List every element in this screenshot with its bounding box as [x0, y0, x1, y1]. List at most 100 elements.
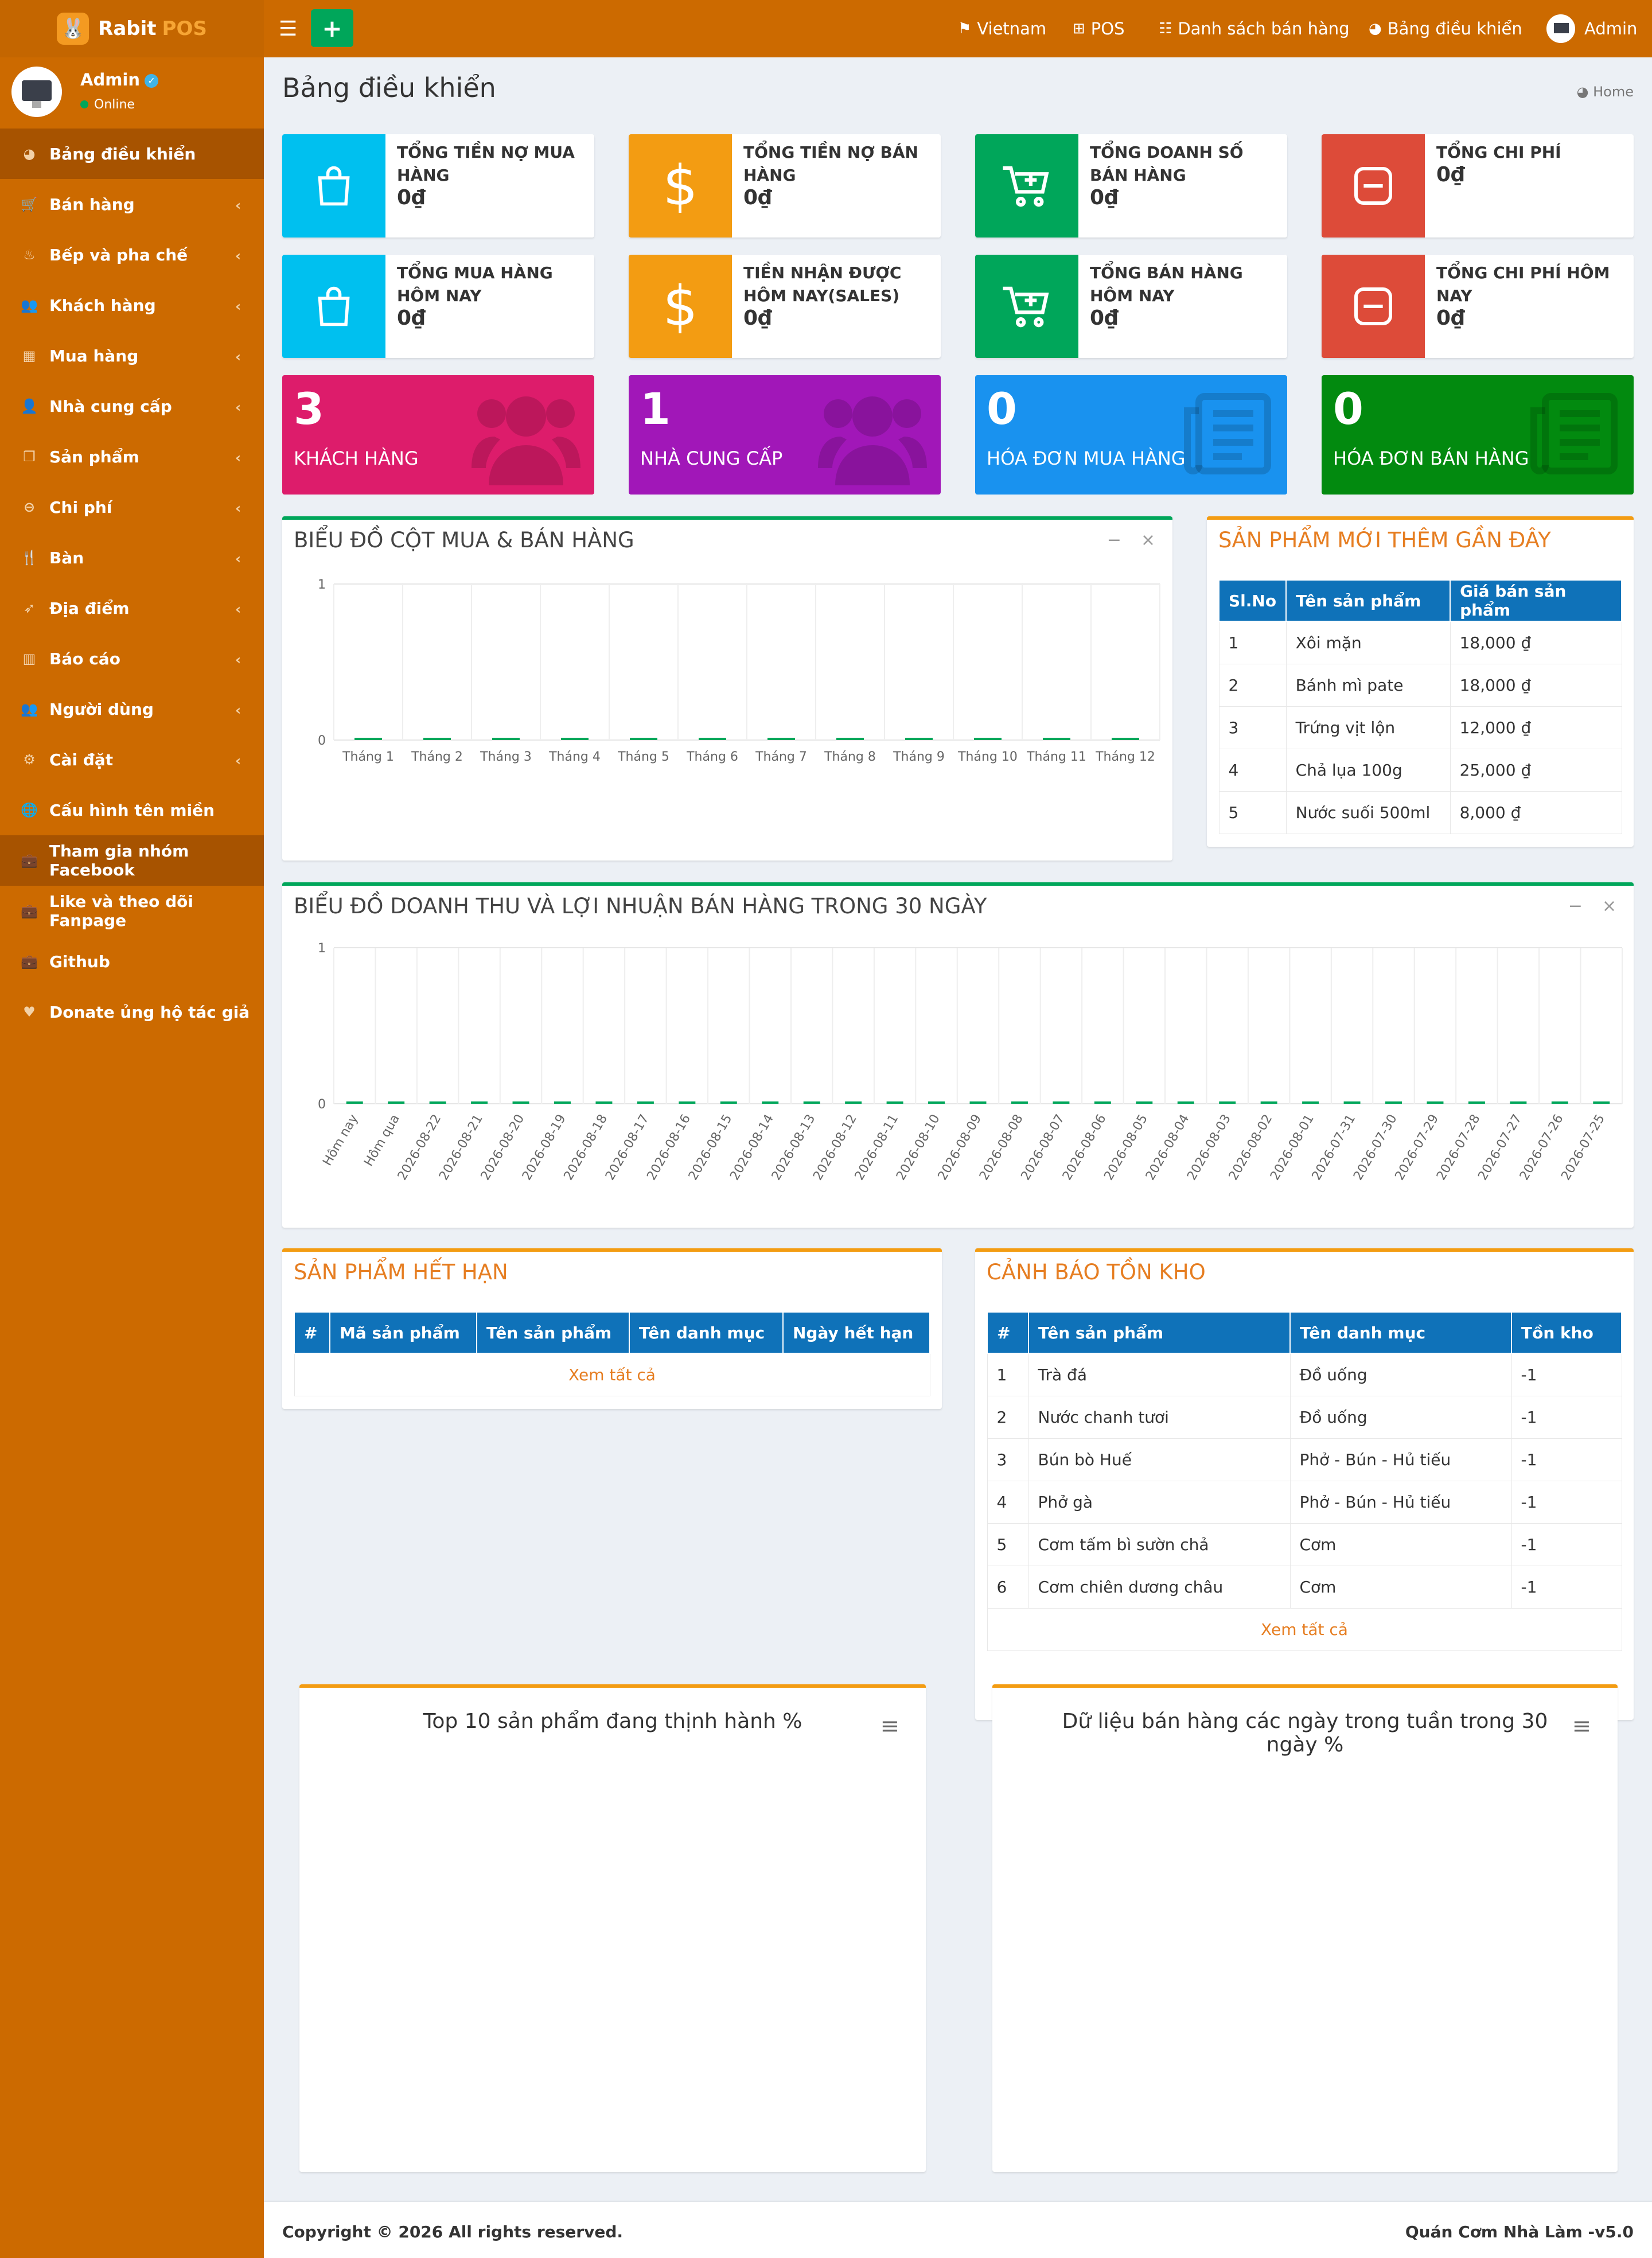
bar — [630, 738, 657, 740]
column-header: Tên sản phẩm — [476, 1311, 630, 1354]
users-icon — [818, 388, 927, 495]
table-header-row: Sl.No Tên sản phẩm Giá bán sản phẩm — [1218, 579, 1622, 622]
sidebar-item-sales[interactable]: 🛒 Bán hàng ‹ — [21, 194, 241, 214]
x-tick-label: 2026-08-10 — [894, 1112, 943, 1183]
x-tick-label: 2026-07-30 — [1351, 1112, 1400, 1183]
info-box-value: 0₫ — [1436, 306, 1466, 330]
nav-pos[interactable]: ⊞ POS — [1073, 19, 1125, 38]
kitchen-icon: ♨ — [23, 247, 36, 263]
x-tick-label: Tháng 9 — [893, 750, 945, 764]
sidebar-item-reports[interactable]: ▥ Báo cáo ‹ — [0, 633, 264, 684]
bar — [767, 738, 795, 740]
close-icon[interactable]: × — [1140, 530, 1155, 550]
bar — [554, 1101, 571, 1104]
table-row: 2 Bánh mì pate 18,000 ₫ — [1218, 663, 1622, 707]
small-box-suppliers[interactable]: 1 NHÀ CUNG CẤP — [629, 375, 941, 495]
x-tick-label: 2026-08-09 — [936, 1112, 985, 1183]
sidebar-item-kitchen[interactable]: ♨ Bếp và pha chế ‹ — [0, 229, 264, 280]
dashboard-icon: ◕ — [23, 146, 36, 162]
nav-dashboard[interactable]: ◕ Bảng điều khiển — [1369, 19, 1522, 38]
breadcrumb[interactable]: ◕ Home — [1576, 84, 1634, 100]
bar — [429, 1101, 446, 1104]
dollar-icon: $ — [629, 134, 732, 238]
x-tick-label: 2026-08-22 — [395, 1112, 445, 1183]
small-box-label: HÓA ĐƠN MUA HÀNG — [987, 447, 1186, 469]
cell: 3 — [1218, 706, 1287, 749]
bar — [1112, 738, 1139, 740]
small-box-sales-invoices[interactable]: 0 HÓA ĐƠN BÁN HÀNG — [1322, 375, 1634, 495]
recent-products-table: Sl.No Tên sản phẩm Giá bán sản phẩm 1 Xôi… — [1218, 579, 1622, 834]
sidebar-item-fanpage[interactable]: 💼 Like và theo dõi Fanpage — [21, 892, 194, 930]
globe-icon: 🌐 — [21, 802, 38, 818]
cell: Nước chanh tươi — [1028, 1395, 1291, 1439]
cell: Xôi mặn — [1285, 621, 1451, 664]
dashboard-icon: ◕ — [1576, 84, 1593, 100]
x-tick-label: Tháng 1 — [342, 750, 394, 764]
stock-alert-box: CẢNH BÁO TỒN KHO # Tên sản phẩm Tên danh… — [975, 1248, 1634, 1720]
x-tick-label: Tháng 8 — [824, 750, 876, 764]
cell: Phở - Bún - Hủ tiếu — [1289, 1438, 1512, 1481]
small-box-number: 0 — [987, 383, 1017, 434]
sidebar-item-tables[interactable]: 🍴 Bàn ‹ — [21, 548, 241, 567]
table-row: 6 Cơm chiên dương châu Cơm -1 — [987, 1565, 1622, 1609]
hamburger-menu-icon[interactable]: ≡ — [880, 1713, 899, 1739]
rabbit-logo-icon: 🐰 — [57, 13, 89, 45]
chevron-left-icon: ‹ — [235, 298, 241, 314]
small-box-number: 0 — [1333, 383, 1363, 434]
chevron-left-icon: ‹ — [235, 399, 241, 415]
table-row: 3 Trứng vịt lộn 12,000 ₫ — [1218, 706, 1622, 749]
box-title: SẢN PHẨM HẾT HẠN — [294, 1260, 508, 1284]
app-logo[interactable]: 🐰 Rabit POS — [0, 0, 264, 57]
sidebar-item-expenses[interactable]: ⊖ Chi phí ‹ — [0, 482, 264, 532]
sidebar-item-dashboard[interactable]: ◕ Bảng điều khiển — [0, 129, 264, 179]
info-box-label: TỔNG CHI PHÍ HÔM NAY — [1436, 263, 1610, 305]
bar — [928, 1101, 945, 1104]
sidebar-item-purchases[interactable]: ▦ Mua hàng ‹ — [0, 330, 264, 381]
info-box-label: TIỀN NHẬN ĐƯỢC HÔM NAY(SALES) — [743, 263, 902, 305]
info-box-label: TỔNG CHI PHÍ — [1436, 143, 1561, 162]
x-tick-label: Tháng 10 — [957, 750, 1018, 764]
add-button[interactable]: + — [311, 9, 353, 47]
bar — [836, 738, 864, 740]
sidebar-item-domain[interactable]: 🌐 Cấu hình tên miền — [21, 800, 215, 820]
sidebar-toggle-button[interactable]: ☰ — [279, 17, 298, 41]
small-box-customers[interactable]: 3 KHÁCH HÀNG — [282, 375, 594, 495]
sidebar-item-github[interactable]: 💼 Github — [21, 952, 110, 971]
sidebar-item-products[interactable]: ❒ Sản phẩm ‹ — [0, 431, 264, 482]
cart-plus-icon — [975, 134, 1078, 238]
table-row: 2 Nước chanh tươi Đồ uống -1 — [987, 1395, 1622, 1439]
sidebar-item-customers[interactable]: 👥 Khách hàng ‹ — [21, 295, 241, 315]
column-header: Tên sản phẩm — [1285, 579, 1451, 622]
table-row: 1 Xôi mặn 18,000 ₫ — [1218, 621, 1622, 664]
user-name: Admin ✓ — [80, 70, 159, 89]
cell: 12,000 ₫ — [1450, 706, 1622, 749]
bar — [803, 1101, 820, 1104]
grid-icon: ▦ — [22, 348, 36, 364]
column-header: Giá bán sản phẩm — [1450, 579, 1622, 622]
close-icon[interactable]: × — [1602, 896, 1616, 916]
x-tick-label: 2026-08-03 — [1185, 1112, 1234, 1183]
nav-user-menu[interactable]: Admin — [1546, 0, 1637, 57]
nav-sales-list[interactable]: ☷ Danh sách bán hàng — [1159, 19, 1350, 38]
cart-icon: 🛒 — [21, 196, 38, 212]
nav-language[interactable]: ⚑ Vietnam — [958, 19, 1047, 38]
sidebar-item-locations[interactable]: ➶ Địa điểm ‹ — [0, 583, 264, 633]
sidebar-item-settings[interactable]: ⚙ Cài đặt ‹ — [0, 734, 264, 785]
top-navbar: ☰ + ⚑ Vietnam ⊞ POS ☷ Danh sách bán hàng ◕ B… — [264, 0, 1652, 57]
view-all-link[interactable]: Xem tất cả — [294, 1353, 930, 1396]
collapse-icon[interactable]: − — [1568, 896, 1583, 916]
sidebar-item-users[interactable]: 👥 Người dùng ‹ — [21, 699, 241, 719]
hamburger-menu-icon[interactable]: ≡ — [1572, 1713, 1591, 1739]
collapse-icon[interactable]: − — [1106, 530, 1121, 550]
view-all-link[interactable]: Xem tất cả — [987, 1607, 1622, 1651]
box-tools: − × — [1088, 530, 1155, 550]
bar — [679, 1101, 696, 1104]
sidebar-item-facebook-group[interactable]: 💼 Tham gia nhóm Facebook — [0, 835, 264, 886]
column-header: Tên danh mục — [1289, 1311, 1512, 1354]
small-box-purchase-invoices[interactable]: 0 HÓA ĐƠN MUA HÀNG — [975, 375, 1287, 495]
sidebar-item-donate[interactable]: ♥ Donate ủng hộ tác giả — [0, 987, 264, 1037]
small-box-label: HÓA ĐƠN BÁN HÀNG — [1333, 447, 1529, 469]
sidebar-item-suppliers[interactable]: 👤 Nhà cung cấp ‹ — [21, 396, 241, 416]
table-header-row: # Mã sản phẩm Tên sản phẩm Tên danh mục … — [294, 1311, 930, 1354]
